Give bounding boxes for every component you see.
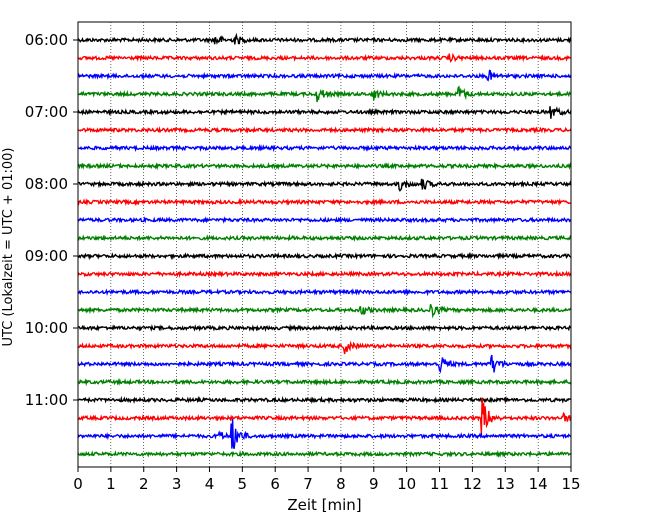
trace-0930 bbox=[77, 288, 572, 297]
trace-1030 bbox=[77, 354, 572, 374]
x-tick-label-10: 10 bbox=[397, 475, 416, 493]
y-tick-label-1000: 10:00 bbox=[25, 319, 68, 337]
x-tick-label-12: 12 bbox=[463, 475, 482, 493]
x-tick-label-6: 6 bbox=[270, 475, 280, 493]
x-tick-label-9: 9 bbox=[369, 475, 379, 493]
trace-0715 bbox=[77, 125, 572, 135]
x-axis-ticks: 0 1 2 3 4 5 6 7 8 9 10 11 12 13 14 15 bbox=[73, 467, 581, 493]
x-tick-label-4: 4 bbox=[205, 475, 215, 493]
x-tick-label-15: 15 bbox=[561, 475, 580, 493]
trace-0630 bbox=[77, 69, 572, 82]
trace-0900 bbox=[77, 251, 572, 261]
trace-1130 bbox=[77, 418, 572, 449]
trace-1100 bbox=[77, 395, 572, 405]
trace-0915 bbox=[77, 269, 572, 279]
trace-1145 bbox=[77, 449, 572, 458]
x-tick-label-7: 7 bbox=[303, 475, 313, 493]
trace-0700 bbox=[77, 106, 572, 119]
trace-1115 bbox=[77, 397, 572, 435]
x-tick-label-8: 8 bbox=[336, 475, 346, 493]
x-tick-label-0: 0 bbox=[73, 475, 83, 493]
y-axis-ticks: 06:00 07:00 08:00 09:00 10:00 11:00 bbox=[25, 31, 78, 409]
y-axis-label: UTC (Lokalzeit = UTC + 01:00) bbox=[1, 148, 16, 347]
trace-0730 bbox=[77, 143, 572, 153]
plot-frame bbox=[77, 21, 572, 468]
x-tick-label-3: 3 bbox=[172, 475, 182, 493]
y-tick-label-0700: 07:00 bbox=[25, 103, 68, 121]
trace-0615 bbox=[77, 52, 572, 63]
trace-0815 bbox=[77, 197, 572, 207]
y-tick-label-0800: 08:00 bbox=[25, 175, 68, 193]
trace-1015 bbox=[77, 340, 572, 355]
trace-1000 bbox=[77, 323, 572, 332]
x-tick-label-13: 13 bbox=[496, 475, 515, 493]
trace-0830 bbox=[77, 216, 572, 225]
y-tick-label-0900: 09:00 bbox=[25, 247, 68, 265]
trace-0845 bbox=[77, 233, 572, 243]
trace-0945 bbox=[77, 304, 572, 319]
y-tick-label-1100: 11:00 bbox=[25, 391, 68, 409]
y-tick-label-0600: 06:00 bbox=[25, 31, 68, 49]
trace-group bbox=[77, 32, 572, 458]
x-tick-label-11: 11 bbox=[430, 475, 449, 493]
trace-0600 bbox=[77, 32, 572, 45]
x-tick-label-5: 5 bbox=[238, 475, 248, 493]
trace-1045 bbox=[77, 377, 572, 387]
trace-0745 bbox=[77, 161, 572, 171]
trace-0645 bbox=[77, 85, 572, 103]
trace-0800 bbox=[77, 178, 572, 192]
x-tick-label-2: 2 bbox=[139, 475, 149, 493]
x-tick-label-14: 14 bbox=[529, 475, 548, 493]
x-tick-label-1: 1 bbox=[106, 475, 116, 493]
x-axis-label: Zeit [min] bbox=[287, 496, 361, 514]
